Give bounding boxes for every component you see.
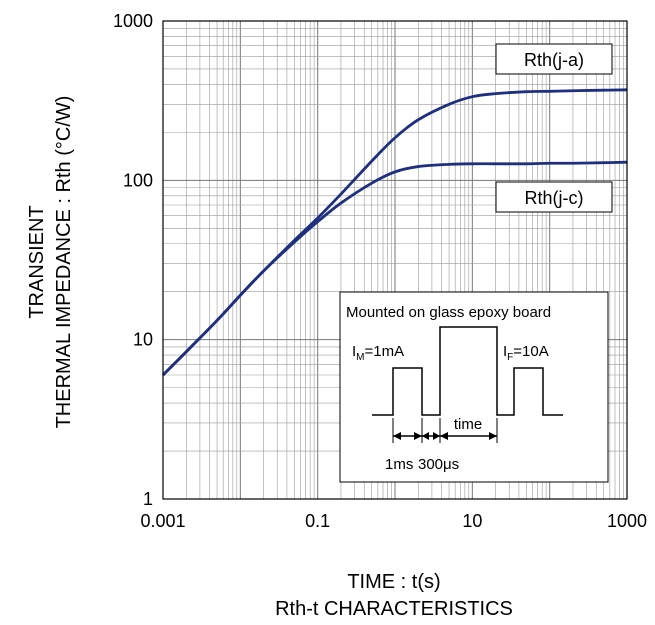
if-main: I (503, 343, 507, 360)
legend-label-rth-jc: Rth(j-c) (525, 188, 584, 208)
x-axis-title: TIME : t(s) (347, 571, 440, 593)
arrowhead-time-right (489, 432, 497, 440)
x-tick-label: 0.001 (140, 511, 185, 531)
x-tick-labels: 0.001 0.1 10 1000 (140, 511, 647, 531)
plot-frame (162, 20, 628, 500)
if-sub: F (507, 352, 513, 363)
series-curves (162, 88, 628, 376)
y-tick-labels: 1 10 100 1000 (113, 11, 153, 509)
inset-box: Mounted on glass epoxy board IM=1mA IF=1… (339, 291, 609, 483)
legend-box-rth-jc (495, 181, 613, 213)
y-tick-label: 100 (123, 170, 153, 190)
x-tick-label: 0.1 (305, 511, 330, 531)
inset-frame (339, 291, 609, 483)
chart-caption: Rth-t CHARACTERISTICS (275, 598, 513, 620)
inset-title: Mounted on glass epoxy board (346, 304, 551, 321)
y-axis-title-line1: TRANSIENT (26, 205, 48, 318)
legend-rth-ja: Rth(j-a) (495, 43, 613, 75)
inset-300us-label: 300μs (418, 456, 459, 473)
im-sub: M (356, 352, 364, 363)
arrowhead-time-left (440, 432, 448, 440)
y-tick-label: 10 (133, 330, 153, 350)
im-main: I (352, 343, 356, 360)
y-axis-title-line2: THERMAL IMPEDANCE : Rth (°C/W) (53, 96, 75, 429)
im-value: =1mA (365, 343, 405, 360)
x-tick-label: 10 (462, 511, 482, 531)
arrowhead-300us-left (422, 432, 429, 440)
inset-1ms-label: 1ms (385, 456, 413, 473)
inset-if-label: IF=10A (503, 343, 549, 363)
y-tick-label: 1 (143, 489, 153, 509)
inset-im-label: IM=1mA (352, 343, 404, 363)
arrowhead-1ms-left (393, 432, 401, 440)
inset-time-label: time (454, 416, 482, 433)
legend-label-rth-ja: Rth(j-a) (524, 50, 584, 70)
pulse-waveform (372, 326, 563, 416)
y-tick-label: 1000 (113, 11, 153, 31)
legend-rth-jc: Rth(j-c) (495, 181, 613, 213)
x-tick-label: 1000 (607, 511, 647, 531)
if-value: =10A (513, 343, 548, 360)
legend-box-rth-ja (495, 43, 613, 75)
series-line-rth-jc (162, 160, 628, 376)
arrowhead-1ms-right (414, 432, 422, 440)
arrowhead-300us-right (433, 432, 440, 440)
